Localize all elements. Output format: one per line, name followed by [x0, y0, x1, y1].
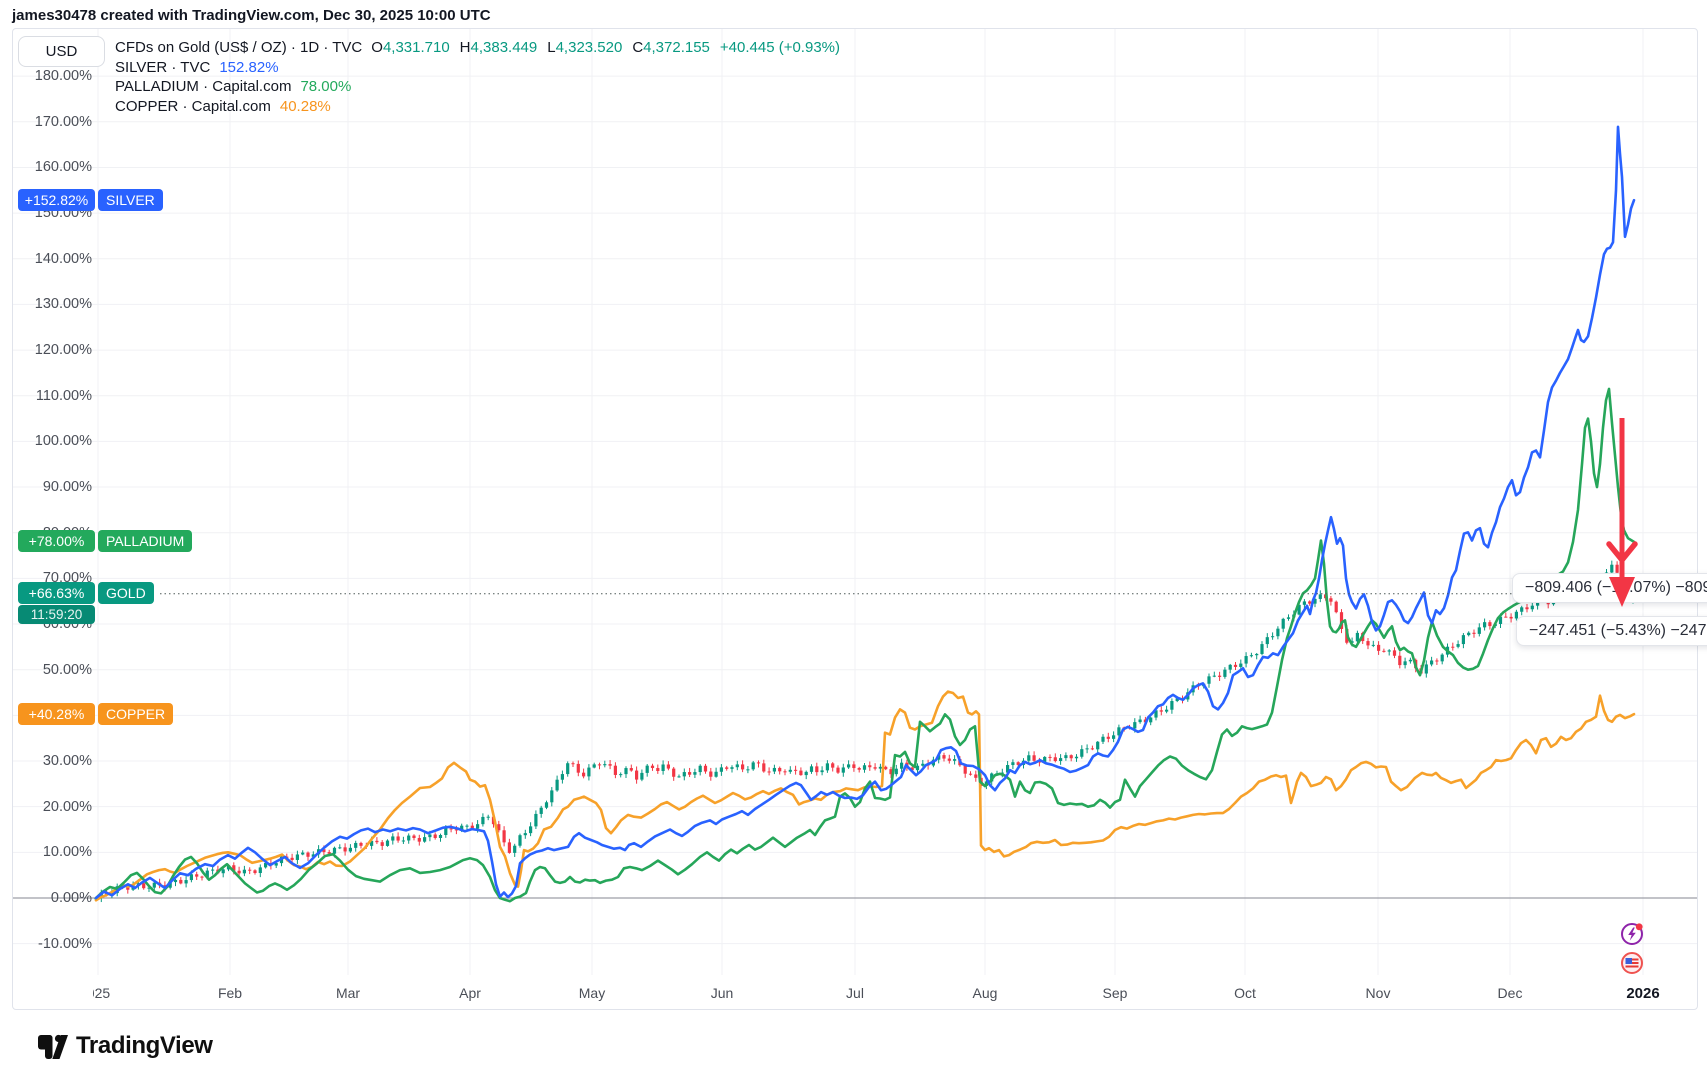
x-axis-label: Oct: [1234, 985, 1256, 1001]
y-axis-label: 10.00%: [42, 844, 92, 861]
lightning-badge-icon[interactable]: [1620, 922, 1644, 946]
palladium-price-label: +78.00% PALLADIUM: [18, 530, 193, 553]
x-axis-label: Mar: [335, 985, 361, 1001]
y-axis-label: 90.00%: [42, 479, 92, 496]
x-axis-label: Aug: [972, 985, 998, 1001]
palladium-symbol-title: PALLADIUM · Capital.com: [115, 78, 292, 95]
x-axis-label: May: [578, 985, 606, 1001]
gold-price-label: +66.63% 11:59:20 GOLD: [18, 582, 154, 625]
high-value: 4,383.449: [470, 39, 538, 56]
x-axis-label: 2026: [1626, 985, 1660, 1002]
high-label: H: [459, 39, 471, 56]
legend-row-palladium[interactable]: PALLADIUM · Capital.com 78.00%: [115, 77, 840, 97]
legend-row-copper[interactable]: COPPER · Capital.com 40.28%: [115, 97, 840, 117]
currency-selector-button[interactable]: USD: [18, 36, 105, 67]
x-axis-label: Jun: [710, 985, 734, 1001]
silver-price-label: +152.82% SILVER: [18, 188, 163, 211]
silver-change-value: 152.82%: [219, 58, 279, 76]
y-axis-label: 0.00%: [50, 890, 92, 906]
x-axis-label: Sep: [1102, 985, 1128, 1001]
tradingview-wordmark: TradingView: [76, 1032, 213, 1059]
y-axis-label: 160.00%: [34, 159, 92, 176]
silver-symbol-title: SILVER · TVC: [115, 58, 211, 76]
gold-ohlc-values: O4,331.710 H4,383.449 L4,323.520 C4,372.…: [371, 38, 840, 58]
chart-legend: CFDs on Gold (US$ / OZ) · 1D · TVC O4,33…: [115, 38, 840, 116]
copper-price-label: +40.28% COPPER: [18, 702, 174, 725]
tradingview-logo[interactable]: TradingView: [38, 1032, 213, 1060]
y-axis-label: 50.00%: [42, 661, 92, 678]
x-axis-label: 2025: [93, 985, 111, 1001]
change-value: +40.445 (+0.93%): [719, 39, 840, 56]
y-axis-label: 170.00%: [34, 113, 92, 130]
tradingview-logo-icon: [38, 1034, 68, 1059]
flag-badge-icon[interactable]: [1620, 951, 1644, 975]
close-value: 4,372.155: [643, 39, 710, 56]
x-axis-label: Nov: [1365, 985, 1391, 1001]
countdown-timer: 11:59:20: [18, 605, 95, 625]
copper-symbol-title: COPPER · Capital.com: [115, 97, 271, 115]
low-value: 4,323.520: [555, 39, 623, 56]
gold-symbol-title: CFDs on Gold (US$ / OZ) · 1D · TVC: [115, 39, 363, 56]
attribution-text: james30478 created with TradingView.com,…: [12, 7, 491, 24]
open-value: 4,331.710: [382, 39, 450, 56]
y-axis-label: 100.00%: [34, 433, 92, 450]
y-axis-label: 140.00%: [34, 250, 92, 267]
y-axis-label: 110.00%: [35, 387, 92, 404]
x-axis-label: Feb: [217, 985, 243, 1001]
measure-tooltip-gold: −247.451 (−5.43%) −247,4: [1516, 616, 1707, 646]
price-chart-canvas[interactable]: [13, 29, 1697, 1009]
open-label: O: [371, 39, 383, 56]
close-label: C: [632, 39, 644, 56]
y-axis-label: 30.00%: [42, 753, 92, 770]
legend-row-gold[interactable]: CFDs on Gold (US$ / OZ) · 1D · TVC O4,33…: [115, 38, 840, 58]
measure-tooltip-palladium: −809.406 (−15.07%) −809.4: [1512, 573, 1707, 603]
y-axis-label: 180.00%: [34, 68, 92, 85]
x-axis-label: Apr: [459, 985, 481, 1001]
copper-change-value: 40.28%: [279, 97, 331, 115]
y-axis-label: 20.00%: [42, 798, 92, 815]
palladium-change-value: 78.00%: [300, 78, 352, 95]
x-axis-label: Jul: [846, 985, 864, 1001]
low-label: L: [547, 39, 556, 56]
x-axis-label: Dec: [1497, 985, 1523, 1001]
legend-row-silver[interactable]: SILVER · TVC 152.82%: [115, 58, 840, 78]
y-axis-label: -10.00%: [37, 935, 92, 952]
y-axis-label: 130.00%: [34, 296, 92, 313]
y-axis-label: 120.00%: [34, 342, 92, 359]
